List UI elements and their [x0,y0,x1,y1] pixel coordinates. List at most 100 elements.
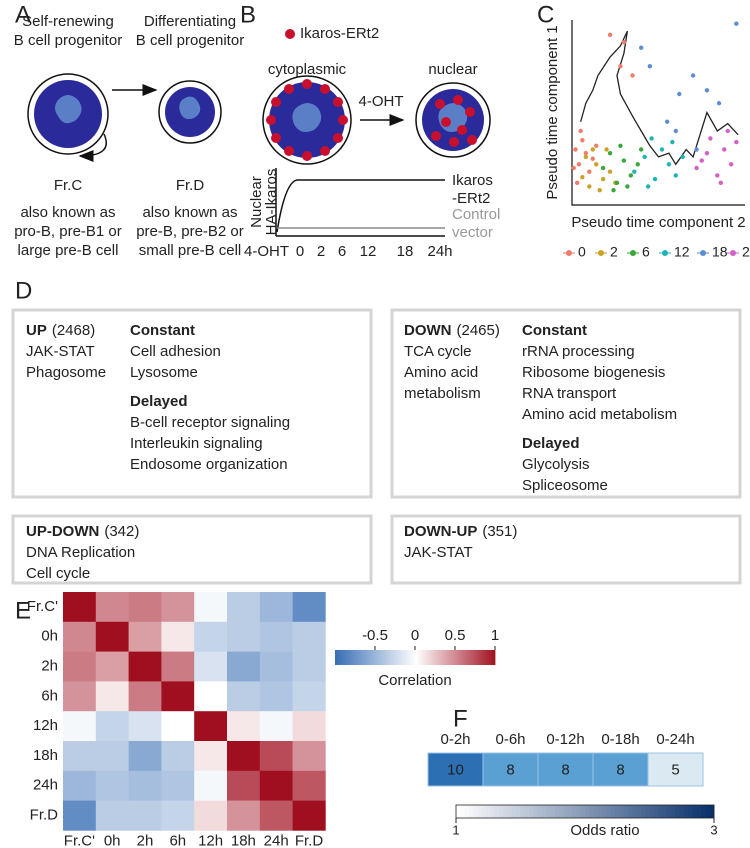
colorbar-step [511,805,517,818]
point [573,147,578,152]
colorbar-step [471,650,474,665]
heatmap-cell [292,592,326,623]
heatmap-cell [227,651,261,682]
point [604,147,609,152]
point [618,64,623,69]
legend-label: Ikaros-ERt2 [300,25,379,42]
colorbar-label: Correlation [378,672,451,689]
heatmap-cell [95,621,129,652]
legend-marker [598,250,604,256]
heatmap-cell [128,800,162,831]
arrow-label: 4-OHT [359,93,404,110]
cell-title: B cell progenitor [14,32,122,49]
colorbar-step [361,650,364,665]
box-item: JAK-STAT [26,343,95,360]
heatmap-cell [227,681,261,712]
heatmap-cell [194,592,228,623]
colorbar-step [475,650,478,665]
point [639,45,644,50]
colorbar-step [437,650,440,665]
row-label: 12h [33,717,58,734]
point [645,184,651,189]
heatmap-cell [259,800,293,831]
heatmap-cell [227,592,261,623]
point [621,40,627,45]
heatmap-cell [161,621,195,652]
colorbar-step [572,805,577,818]
colorbar-step [550,805,556,818]
point [580,175,585,180]
colorbar-step [429,650,432,665]
colorbar-step [662,805,668,818]
point [652,176,658,182]
x-axis-label: Pseudo time component 2 [571,214,745,231]
heatmap-cell [194,681,228,712]
point [594,162,599,167]
colorbar-step [419,650,422,665]
colorbar-step [357,650,360,665]
row-label: Fr.C' [27,598,58,615]
col-label: Fr.D [295,832,323,848]
col-label: Fr.C' [64,832,95,848]
heatmap-cell [161,711,195,742]
colorbar-step [585,805,590,818]
cell-diagrams [27,29,491,237]
colorbar-step [417,650,420,665]
colorbar-step [431,650,434,665]
colorbar-step [435,650,438,665]
point [677,91,682,97]
x-title: 4-OHT [244,243,289,260]
point [649,136,654,141]
colorbar-tick-label: 1 [491,627,499,644]
colorbar-step [576,805,582,818]
cell-aka: small pre-B cell [139,242,242,259]
cell-aka: large pre-B cell [18,242,119,259]
colorbar-step [339,650,342,665]
x-tick-label: 2 [317,243,325,260]
heatmap-cell [161,800,195,831]
colorbar-step [395,650,398,665]
odds-cell [537,752,594,787]
colorbar-step [529,805,534,818]
state-label: cytoplasmic [268,61,347,78]
heatmap-cell [227,711,261,742]
point [578,128,583,134]
group-heading: Constant [130,322,195,339]
colorbar-step [628,805,633,818]
group-item: rRNA processing [522,343,635,360]
heatmap-cell [259,621,293,652]
heatmap-cell [128,770,162,801]
heatmap-cell [259,711,293,742]
odds-cell [647,752,704,787]
colorbar-step [610,805,616,818]
colorbar-step [507,805,513,818]
colorbar-step [580,805,586,818]
odds-value: 10 [447,761,464,778]
group-item: Ribosome biogenesis [522,364,665,381]
colorbar-step [649,805,655,818]
colorbar-step [683,805,689,818]
line-label: Ikaros [452,172,493,189]
panel-label: F [453,705,468,732]
cell-title: B cell progenitor [136,32,244,49]
line-label: Control [452,206,500,223]
heatmap-cell [227,741,261,772]
colorbar-step [546,805,551,818]
point [587,184,592,189]
cell-name: Fr.D [176,177,204,194]
point [618,143,623,148]
colorbar-step [337,650,340,665]
group-item: Interleukin signaling [130,435,263,452]
colorbar-tick-label: 0.5 [445,627,466,644]
x-tick-label: 24h [427,243,452,260]
colorbar-step [486,805,491,818]
group-item: Cell adhesion [130,343,221,360]
point [639,147,644,152]
heatmap-cell [161,592,195,623]
colorbar-step [705,805,711,818]
box-item: TCA cycle [404,343,472,360]
colorbar-step [453,650,456,665]
colorbar-step [383,650,386,665]
colorbar-step [489,650,492,665]
odds-value: 5 [671,761,679,778]
